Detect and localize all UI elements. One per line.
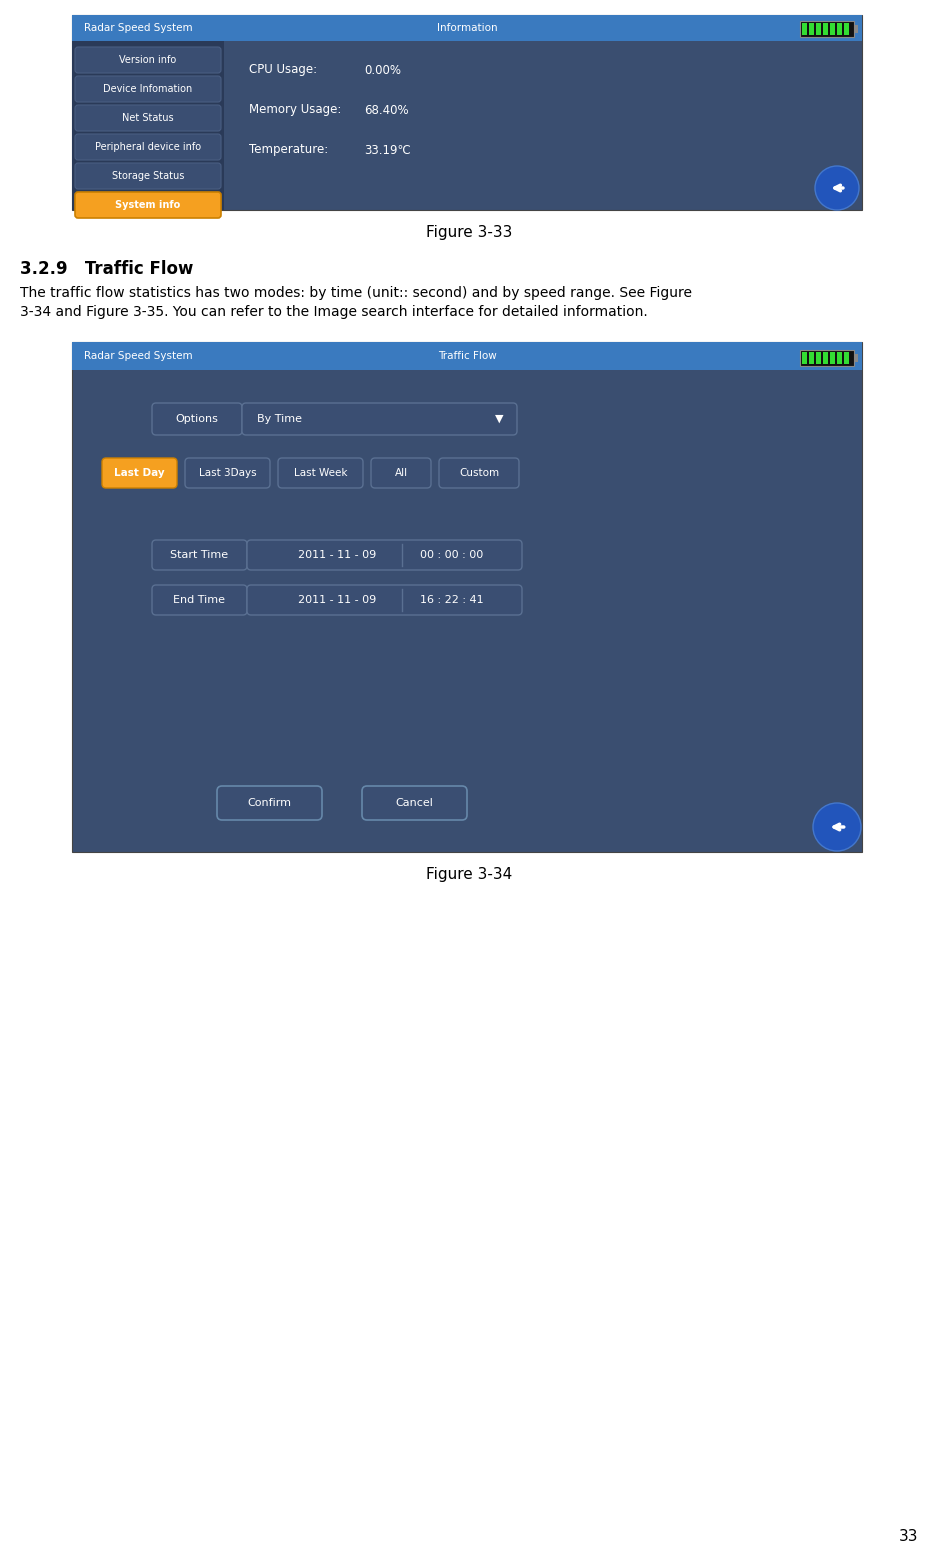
FancyBboxPatch shape xyxy=(152,403,242,434)
Text: System info: System info xyxy=(115,200,181,209)
FancyBboxPatch shape xyxy=(371,458,431,487)
Text: 0.00%: 0.00% xyxy=(364,64,401,77)
Text: Start Time: Start Time xyxy=(170,550,228,561)
Text: 16 : 22 : 41: 16 : 22 : 41 xyxy=(420,595,484,604)
Text: 2011 - 11 - 09: 2011 - 11 - 09 xyxy=(298,550,376,561)
Text: Confirm: Confirm xyxy=(247,798,291,808)
Bar xyxy=(809,23,814,34)
Bar xyxy=(72,41,224,209)
Bar xyxy=(72,16,862,41)
Bar xyxy=(854,355,858,362)
Text: Figure 3-34: Figure 3-34 xyxy=(426,867,512,881)
Bar xyxy=(809,351,814,364)
Text: 3.2.9   Traffic Flow: 3.2.9 Traffic Flow xyxy=(20,259,193,278)
Bar xyxy=(823,351,828,364)
Text: Memory Usage:: Memory Usage: xyxy=(249,103,341,117)
FancyBboxPatch shape xyxy=(247,586,522,615)
FancyBboxPatch shape xyxy=(242,403,517,434)
Text: Temperature:: Temperature: xyxy=(249,144,328,156)
Bar xyxy=(854,25,858,33)
Text: Custom: Custom xyxy=(459,469,499,478)
Text: Traffic Flow: Traffic Flow xyxy=(438,351,496,361)
Bar xyxy=(837,23,842,34)
Text: All: All xyxy=(395,469,408,478)
Text: 68.40%: 68.40% xyxy=(364,103,409,117)
Text: Device Infomation: Device Infomation xyxy=(103,84,192,94)
Text: Radar Speed System: Radar Speed System xyxy=(84,351,192,361)
Text: 33: 33 xyxy=(899,1529,918,1543)
Bar xyxy=(800,20,854,37)
Text: Information: Information xyxy=(437,23,497,33)
Text: End Time: End Time xyxy=(173,595,225,604)
Text: Last Day: Last Day xyxy=(114,469,165,478)
Text: Radar Speed System: Radar Speed System xyxy=(84,23,192,33)
Bar xyxy=(837,351,842,364)
FancyBboxPatch shape xyxy=(247,540,522,570)
Text: Version info: Version info xyxy=(119,55,176,66)
Text: Last Week: Last Week xyxy=(294,469,347,478)
Text: By Time: By Time xyxy=(257,414,302,423)
FancyBboxPatch shape xyxy=(75,77,221,102)
FancyBboxPatch shape xyxy=(362,786,467,820)
Text: Storage Status: Storage Status xyxy=(112,170,184,181)
Bar xyxy=(844,351,849,364)
Text: Figure 3-33: Figure 3-33 xyxy=(426,225,512,239)
Bar xyxy=(816,23,821,34)
Bar xyxy=(844,23,849,34)
FancyBboxPatch shape xyxy=(152,586,247,615)
Text: Peripheral device info: Peripheral device info xyxy=(95,142,201,152)
FancyBboxPatch shape xyxy=(185,458,270,487)
Text: Net Status: Net Status xyxy=(122,112,174,123)
Text: Cancel: Cancel xyxy=(395,798,433,808)
Text: ▼: ▼ xyxy=(494,414,504,423)
FancyBboxPatch shape xyxy=(75,162,221,189)
Bar xyxy=(830,23,835,34)
Text: 33.19℃: 33.19℃ xyxy=(364,144,411,156)
Text: Last 3Days: Last 3Days xyxy=(199,469,256,478)
FancyBboxPatch shape xyxy=(75,47,221,73)
FancyBboxPatch shape xyxy=(75,105,221,131)
Bar xyxy=(802,23,807,34)
Text: CPU Usage:: CPU Usage: xyxy=(249,64,317,77)
Bar xyxy=(823,23,828,34)
FancyBboxPatch shape xyxy=(75,134,221,159)
FancyBboxPatch shape xyxy=(439,458,519,487)
Text: The traffic flow statistics has two modes: by time (unit:: second) and by speed : The traffic flow statistics has two mode… xyxy=(20,286,692,300)
FancyBboxPatch shape xyxy=(75,192,221,219)
Bar xyxy=(802,351,807,364)
Bar xyxy=(800,350,854,366)
FancyBboxPatch shape xyxy=(278,458,363,487)
Bar xyxy=(72,342,862,851)
Circle shape xyxy=(815,166,859,209)
Bar xyxy=(816,351,821,364)
FancyBboxPatch shape xyxy=(102,458,177,487)
Text: 00 : 00 : 00: 00 : 00 : 00 xyxy=(420,550,484,561)
Text: 2011 - 11 - 09: 2011 - 11 - 09 xyxy=(298,595,376,604)
Bar xyxy=(72,342,862,370)
FancyBboxPatch shape xyxy=(152,540,247,570)
FancyBboxPatch shape xyxy=(217,786,322,820)
Circle shape xyxy=(813,803,861,851)
Bar xyxy=(830,351,835,364)
Bar xyxy=(72,16,862,209)
Text: Options: Options xyxy=(175,414,219,423)
Text: 3-34 and Figure 3-35. You can refer to the Image search interface for detailed i: 3-34 and Figure 3-35. You can refer to t… xyxy=(20,305,648,319)
